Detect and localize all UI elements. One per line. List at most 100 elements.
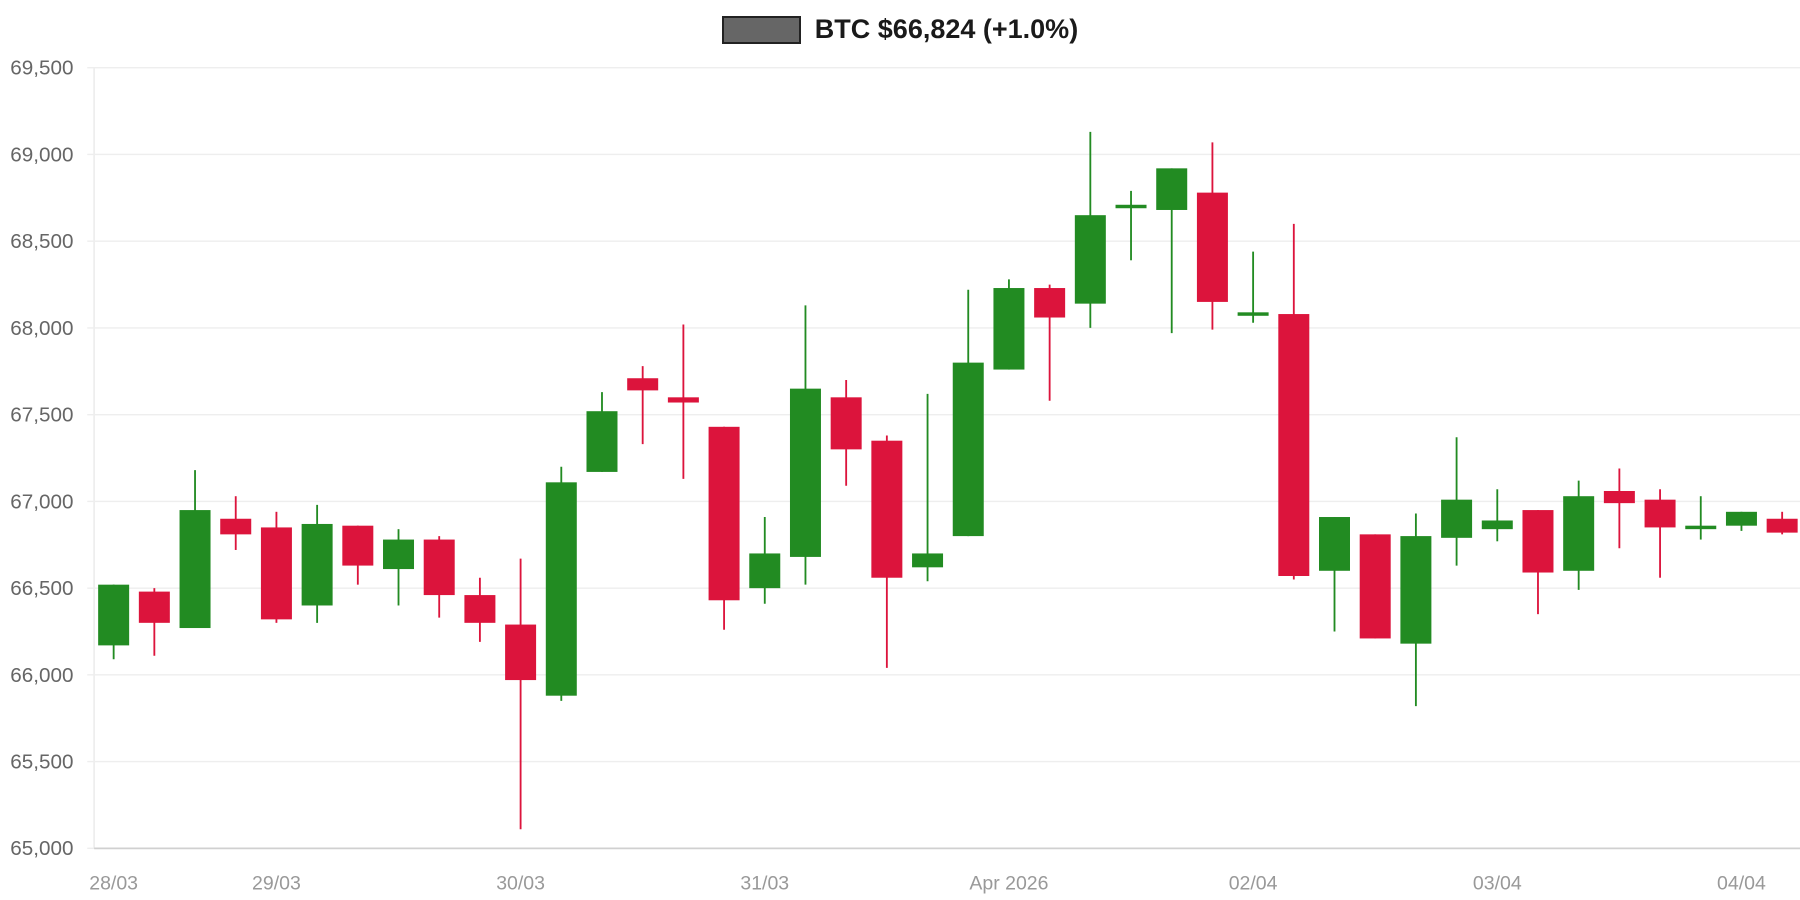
- candle[interactable]: [1563, 480, 1595, 590]
- candle[interactable]: [1441, 437, 1473, 566]
- candle-body: [464, 595, 496, 623]
- candle[interactable]: [1115, 190, 1147, 261]
- candle-body: [993, 288, 1025, 370]
- x-tick-label: Apr 2026: [969, 873, 1048, 895]
- candle[interactable]: [1725, 511, 1757, 531]
- candle-body: [1156, 168, 1188, 210]
- candle[interactable]: [260, 511, 292, 623]
- candle-body: [830, 397, 862, 450]
- candle[interactable]: [1603, 468, 1635, 549]
- candle-body: [1359, 534, 1391, 639]
- candle[interactable]: [179, 470, 211, 629]
- y-tick-label: 68,500: [10, 230, 73, 253]
- x-tick-label: 31/03: [740, 873, 789, 895]
- candle[interactable]: [1644, 489, 1676, 578]
- candle-body: [1115, 204, 1147, 209]
- candle[interactable]: [1766, 511, 1798, 535]
- x-axis: 28/03 29/03 30/03 31/03 Apr 2026 02/04 03/04 04…: [89, 847, 1800, 895]
- candle[interactable]: [423, 536, 455, 618]
- candle[interactable]: [1359, 534, 1391, 639]
- candle[interactable]: [830, 379, 862, 486]
- y-tick-label: 65,000: [10, 837, 73, 860]
- candle-body: [1725, 511, 1757, 526]
- chart-legend: BTC $66,824 (+1.0%): [0, 14, 1800, 45]
- candle-body: [1074, 215, 1106, 304]
- candle-body: [1400, 536, 1432, 644]
- candle[interactable]: [708, 426, 740, 630]
- candle[interactable]: [464, 577, 496, 642]
- candle[interactable]: [1196, 142, 1228, 330]
- candle-body: [1522, 510, 1554, 573]
- candle[interactable]: [586, 392, 618, 472]
- y-tick-label: 66,000: [10, 664, 73, 687]
- candle[interactable]: [220, 496, 252, 550]
- legend-label: BTC $66,824 (+1.0%): [814, 14, 1079, 44]
- candle-body: [138, 591, 170, 623]
- candle[interactable]: [342, 525, 374, 585]
- candles: [98, 131, 1798, 830]
- candle[interactable]: [138, 588, 170, 656]
- candle[interactable]: [1319, 517, 1350, 632]
- y-axis: 65,000 65,500 66,000 66,500 67,000 67,500 68,0…: [10, 57, 95, 860]
- candle[interactable]: [545, 466, 577, 701]
- x-tick-label: 04/04: [1717, 873, 1766, 895]
- candle-body: [1603, 490, 1635, 504]
- candle-body: [545, 482, 577, 696]
- candle-body: [1644, 499, 1676, 528]
- x-tick-label: 03/04: [1473, 873, 1522, 895]
- candle-body: [1481, 520, 1513, 530]
- y-tick-label: 66,500: [10, 577, 73, 600]
- candle-body: [423, 539, 455, 596]
- x-tick-label: 02/04: [1229, 873, 1278, 895]
- candle-body: [708, 426, 740, 601]
- y-tick-label: 69,000: [10, 143, 73, 166]
- candle-body: [912, 553, 944, 568]
- candle[interactable]: [952, 289, 984, 537]
- candle[interactable]: [627, 366, 659, 445]
- candle-body: [505, 624, 537, 681]
- candle-body: [1278, 314, 1310, 576]
- y-tick-label: 65,500: [10, 750, 73, 773]
- candle[interactable]: [1074, 131, 1106, 328]
- candle[interactable]: [505, 558, 537, 830]
- candle-body: [871, 440, 903, 578]
- candle[interactable]: [1156, 168, 1188, 334]
- candle-body: [1685, 525, 1717, 530]
- candle[interactable]: [98, 584, 130, 660]
- candle[interactable]: [383, 529, 415, 606]
- candle[interactable]: [912, 393, 944, 582]
- y-tick-label: 67,000: [10, 490, 73, 513]
- candle-body: [1237, 312, 1269, 316]
- candle-body: [1766, 518, 1798, 533]
- candle-body: [383, 539, 415, 570]
- y-tick-label: 69,500: [10, 57, 73, 80]
- candle-body: [586, 411, 618, 472]
- candle[interactable]: [789, 305, 821, 585]
- candle[interactable]: [1400, 513, 1432, 707]
- candle[interactable]: [1237, 251, 1269, 323]
- candle-body: [1196, 192, 1228, 302]
- candle-body: [667, 397, 699, 403]
- candle[interactable]: [1278, 223, 1310, 580]
- y-tick-label: 67,500: [10, 404, 73, 427]
- candle[interactable]: [1685, 496, 1717, 540]
- legend-swatch[interactable]: [721, 15, 801, 44]
- candle[interactable]: [301, 504, 333, 623]
- candle[interactable]: [1034, 284, 1066, 401]
- candle-body: [1563, 496, 1595, 571]
- candle[interactable]: [871, 435, 903, 668]
- candle[interactable]: [667, 324, 699, 479]
- grid-lines: [87, 67, 1800, 850]
- x-tick-label: 30/03: [496, 873, 545, 895]
- candle-body: [1441, 499, 1473, 538]
- candle[interactable]: [749, 517, 781, 604]
- candle-body: [301, 523, 333, 606]
- x-tick-label: 29/03: [252, 873, 301, 895]
- candle[interactable]: [1522, 510, 1554, 615]
- candle[interactable]: [993, 279, 1025, 370]
- candle-body: [1034, 288, 1066, 318]
- candle-body: [260, 527, 292, 620]
- candle[interactable]: [1481, 489, 1513, 542]
- x-tick-label: 28/03: [89, 873, 138, 895]
